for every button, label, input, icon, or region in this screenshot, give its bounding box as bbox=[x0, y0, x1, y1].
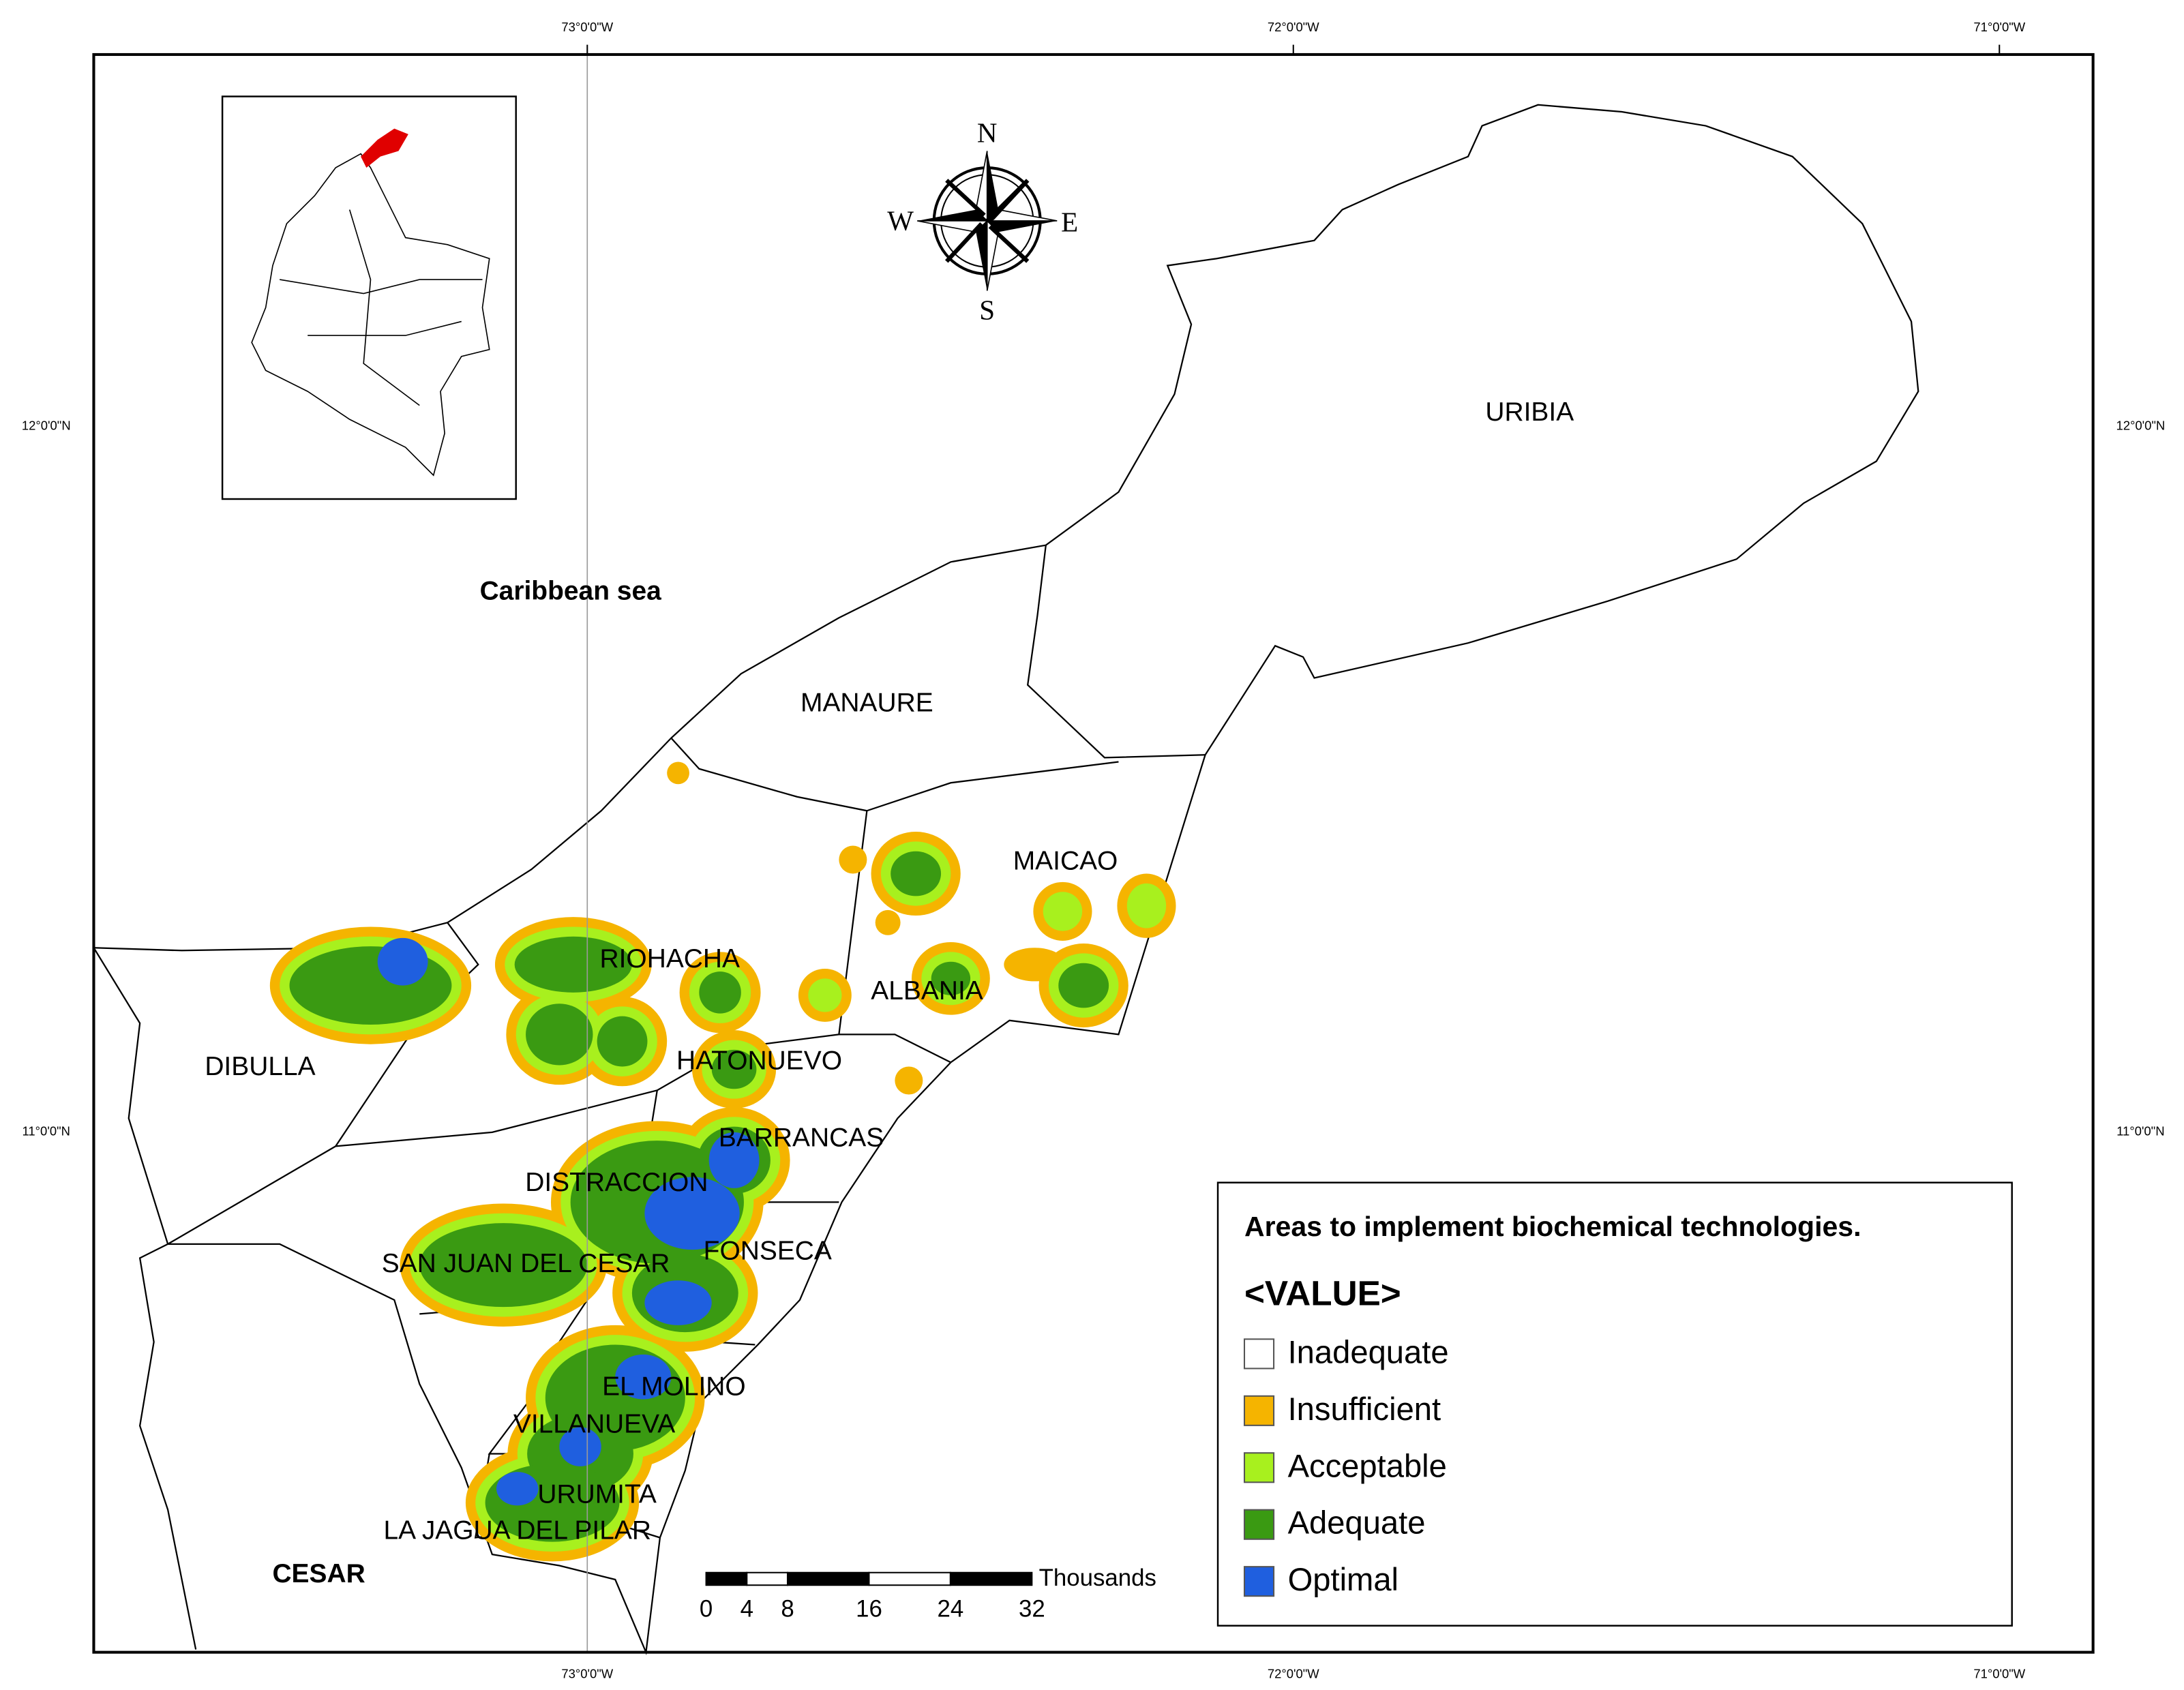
zone-insufficient bbox=[875, 909, 901, 935]
longitude-label-top: 71°0'0"W bbox=[1973, 20, 2025, 34]
latitude-label-right: 11°0'0"N bbox=[2116, 1124, 2164, 1138]
zone-adequate bbox=[526, 1004, 593, 1066]
place-label: Caribbean sea bbox=[480, 577, 662, 606]
zone-adequate bbox=[891, 851, 942, 896]
place-label: MAICAO bbox=[1013, 846, 1118, 875]
place-label: BARRANCAS bbox=[719, 1123, 884, 1152]
compass-west: W bbox=[887, 205, 914, 236]
longitude-label-top: 72°0'0"W bbox=[1268, 20, 1319, 34]
legend-swatch bbox=[1243, 1338, 1275, 1370]
longitude-label-top: 73°0'0"W bbox=[561, 20, 613, 34]
zone-optimal bbox=[644, 1280, 712, 1325]
scale-tick-label: 32 bbox=[1019, 1595, 1045, 1622]
map-frame bbox=[92, 52, 2095, 1654]
place-label: SAN JUAN DEL CESAR bbox=[382, 1249, 670, 1278]
longitude-label-bottom: 72°0'0"W bbox=[1268, 1666, 1319, 1680]
place-label: LA JAGUA DEL PILAR bbox=[384, 1516, 651, 1545]
legend-swatch bbox=[1243, 1395, 1275, 1426]
zone-optimal bbox=[496, 1472, 539, 1506]
place-label: FONSECA bbox=[704, 1236, 832, 1265]
suitability-zones bbox=[269, 761, 1176, 1562]
zone-acceptable bbox=[808, 978, 842, 1012]
zone-acceptable bbox=[1043, 892, 1083, 931]
zone-adequate bbox=[699, 971, 741, 1014]
zone-adequate bbox=[597, 1016, 648, 1067]
scale-segment bbox=[786, 1571, 870, 1586]
place-label: RIOHACHA bbox=[599, 944, 740, 974]
zone-adequate bbox=[419, 1223, 588, 1308]
zone-insufficient bbox=[667, 761, 689, 785]
zone-insufficient bbox=[1004, 948, 1066, 982]
land-outline bbox=[92, 104, 1919, 1655]
place-label: DIBULLA bbox=[205, 1052, 315, 1081]
scale-unit: Thousands bbox=[1039, 1565, 1156, 1591]
scale-segment bbox=[746, 1571, 789, 1586]
legend-label: Inadequate bbox=[1288, 1333, 1449, 1370]
legend-swatch bbox=[1243, 1452, 1275, 1483]
place-label: ALBANIA bbox=[871, 976, 983, 1006]
legend-title: Areas to implement biochemical technolog… bbox=[1244, 1211, 1861, 1242]
compass-east: E bbox=[1061, 207, 1078, 238]
scale-bar: 0 4 8 16 24 32 Thousands bbox=[700, 1565, 1156, 1622]
scale-tick-label: 16 bbox=[856, 1595, 882, 1622]
place-label: VILLANUEVA bbox=[513, 1410, 675, 1439]
legend-label: Insufficient bbox=[1288, 1391, 1441, 1427]
scale-segment bbox=[868, 1571, 951, 1586]
latitude-label-left: 11°0'0"N bbox=[23, 1124, 70, 1138]
legend-label: Adequate bbox=[1288, 1505, 1426, 1541]
legend-field: <VALUE> bbox=[1244, 1273, 1401, 1312]
latitude-label-left: 12°0'0"N bbox=[22, 418, 71, 432]
zone-adequate bbox=[711, 1049, 757, 1089]
zone-optimal bbox=[615, 1354, 672, 1400]
place-label: URIBIA bbox=[1485, 397, 1574, 427]
zone-adequate bbox=[931, 961, 971, 995]
scale-tick-label: 4 bbox=[741, 1595, 753, 1622]
compass-north: N bbox=[977, 117, 998, 148]
place-label: EL MOLINO bbox=[602, 1372, 746, 1401]
latitude-label-right: 12°0'0"N bbox=[2116, 418, 2165, 432]
longitude-label-bottom: 73°0'0"W bbox=[561, 1666, 613, 1680]
north-arrow bbox=[917, 151, 1058, 291]
zone-acceptable bbox=[1126, 883, 1167, 929]
zone-insufficient bbox=[839, 845, 867, 874]
compass-south: S bbox=[979, 295, 995, 326]
zone-optimal bbox=[559, 1427, 601, 1466]
zone-adequate bbox=[514, 936, 632, 993]
inset-country-outline bbox=[251, 153, 490, 477]
legend-box bbox=[1216, 1181, 2013, 1627]
legend-label: Acceptable bbox=[1288, 1447, 1447, 1483]
cesar-border bbox=[138, 1243, 197, 1650]
inset-guajira bbox=[361, 128, 408, 168]
scale-segment bbox=[949, 1571, 1033, 1586]
scale-tick-label: 0 bbox=[700, 1595, 713, 1622]
zone-optimal bbox=[377, 937, 428, 986]
scale-tick-label: 8 bbox=[781, 1595, 794, 1622]
place-label: MANAURE bbox=[801, 689, 933, 718]
scale-segment bbox=[705, 1571, 748, 1586]
place-label: URUMITA bbox=[537, 1479, 657, 1509]
zone-optimal bbox=[644, 1177, 740, 1250]
legend-label: Optimal bbox=[1288, 1561, 1398, 1597]
zone-optimal bbox=[708, 1132, 760, 1188]
place-label: HATONUEVO bbox=[676, 1046, 842, 1076]
scale-tick-label: 24 bbox=[938, 1595, 964, 1622]
longitude-label-bottom: 71°0'0"W bbox=[1973, 1666, 2025, 1680]
zone-insufficient bbox=[895, 1066, 923, 1095]
legend-swatch bbox=[1243, 1566, 1275, 1597]
legend-swatch bbox=[1243, 1509, 1275, 1540]
place-label: CESAR bbox=[272, 1559, 365, 1588]
zone-adequate bbox=[1058, 963, 1109, 1008]
place-label: DISTRACCION bbox=[525, 1168, 708, 1197]
